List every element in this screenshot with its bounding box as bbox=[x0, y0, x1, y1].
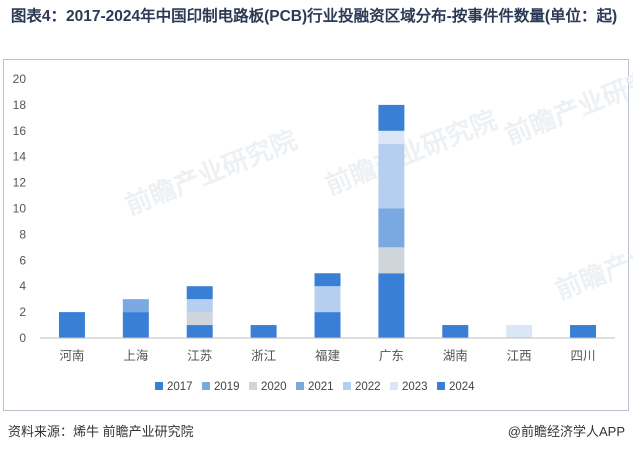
bar-segment bbox=[378, 143, 405, 209]
bar-segment bbox=[314, 273, 341, 287]
legend-label: 2021 bbox=[308, 381, 334, 393]
watermark-text: 前瞻产业研究院 bbox=[321, 105, 501, 201]
legend-swatch bbox=[390, 382, 398, 390]
legend-label: 2020 bbox=[261, 381, 287, 393]
bar-segment bbox=[506, 325, 533, 338]
x-tick-label: 上海 bbox=[123, 348, 149, 363]
bar-segment bbox=[186, 312, 213, 326]
x-tick-label: 江西 bbox=[507, 349, 532, 363]
legend-swatch bbox=[249, 382, 257, 390]
bar-segment bbox=[378, 208, 405, 248]
legend-label: 2022 bbox=[355, 381, 381, 393]
bar-segment bbox=[186, 286, 213, 300]
chart-title: 图表4：2017-2024年中国印制电路板(PCB)行业投融资区域分布-按事件件… bbox=[10, 8, 618, 25]
bar-segment bbox=[186, 299, 213, 313]
bar-segment bbox=[314, 312, 341, 338]
watermark-text: 前瞻产业研究院 bbox=[501, 55, 633, 151]
legend-label: 2019 bbox=[214, 381, 240, 393]
x-tick-label: 四川 bbox=[571, 349, 596, 363]
bar-segment bbox=[122, 299, 149, 313]
chart-frame bbox=[3, 59, 629, 411]
source-note: 资料来源：烯牛 前瞻产业研究院 bbox=[8, 424, 194, 439]
legend-swatch bbox=[202, 382, 210, 390]
bar-segment bbox=[570, 325, 597, 338]
bar-segment bbox=[122, 312, 149, 338]
y-tick-label: 10 bbox=[13, 202, 27, 216]
x-axis: 河南 上海 江苏 浙江 福建 广东 湖南 江西 四川 bbox=[40, 337, 615, 363]
y-tick-label: 4 bbox=[19, 279, 26, 293]
bar-segment bbox=[186, 325, 213, 338]
y-axis: 0 2 4 6 8 10 12 14 16 18 20 bbox=[13, 72, 27, 345]
y-tick-label: 20 bbox=[13, 72, 27, 86]
x-tick-label: 浙江 bbox=[251, 348, 276, 363]
y-tick-label: 16 bbox=[13, 124, 27, 138]
bar-segment bbox=[378, 130, 405, 144]
bar-segment bbox=[314, 286, 341, 313]
y-tick-label: 2 bbox=[19, 305, 26, 319]
legend-label: 2024 bbox=[449, 381, 475, 393]
x-tick-label: 河南 bbox=[59, 348, 84, 363]
bars bbox=[58, 104, 597, 338]
y-tick-label: 6 bbox=[19, 253, 26, 267]
bar-segment bbox=[442, 325, 469, 338]
x-tick-label: 福建 bbox=[315, 348, 341, 363]
bar-segment bbox=[378, 104, 405, 131]
bar-segment bbox=[250, 325, 277, 338]
bar-segment bbox=[378, 247, 405, 274]
legend-label: 2017 bbox=[167, 381, 193, 393]
y-tick-label: 12 bbox=[13, 176, 27, 190]
bar-segment bbox=[378, 273, 405, 338]
legend-swatch bbox=[437, 382, 445, 390]
watermark-text: 前瞻产业研究院 bbox=[551, 210, 633, 306]
legend: 2017 2019 2020 2021 2022 2023 2024 bbox=[155, 381, 475, 393]
watermark-text: 前瞻产业研究院 bbox=[121, 125, 301, 221]
x-tick-label: 江苏 bbox=[187, 348, 212, 363]
legend-swatch bbox=[343, 382, 351, 390]
brand-note: @前瞻经济学人APP bbox=[507, 424, 625, 439]
y-tick-label: 14 bbox=[13, 150, 27, 164]
legend-swatch bbox=[155, 382, 163, 390]
legend-label: 2023 bbox=[402, 381, 428, 393]
x-tick-label: 广东 bbox=[379, 349, 404, 363]
y-tick-label: 0 bbox=[19, 331, 26, 345]
x-tick-label: 湖南 bbox=[443, 348, 468, 363]
bar-segment bbox=[58, 312, 85, 338]
legend-swatch bbox=[296, 382, 304, 390]
y-tick-label: 18 bbox=[13, 98, 27, 112]
y-tick-label: 8 bbox=[19, 227, 26, 241]
